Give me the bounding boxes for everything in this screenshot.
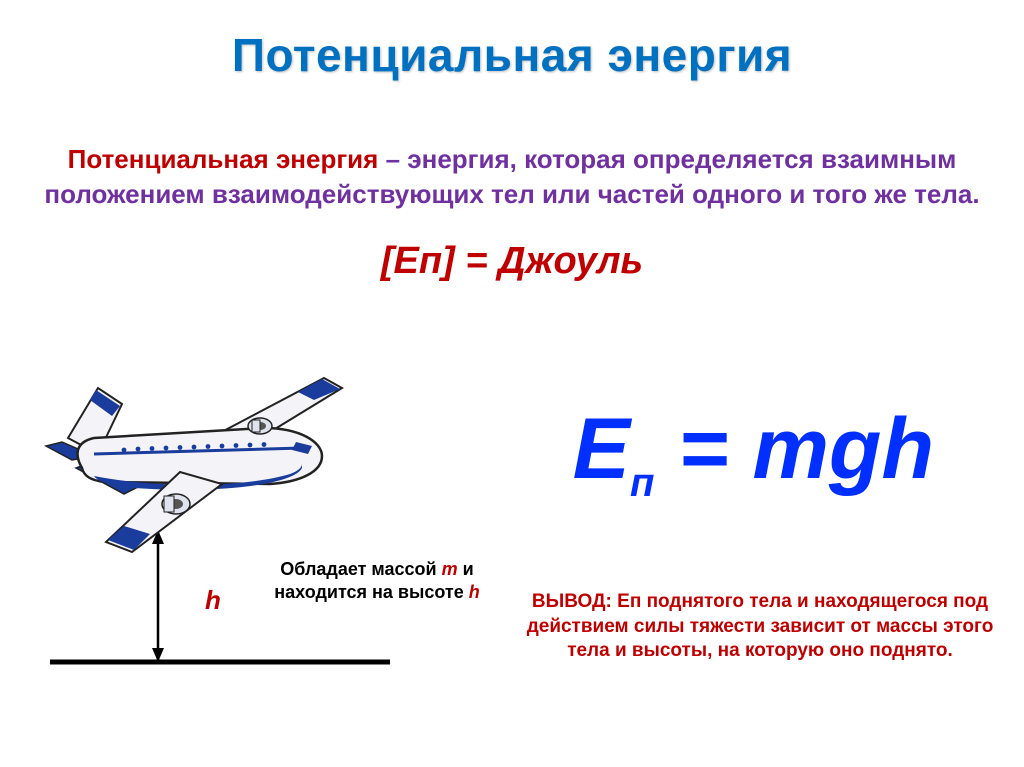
definition-dash: – bbox=[378, 144, 407, 174]
unit-line: [Еп] = Джоуль bbox=[0, 240, 1024, 283]
formula: Еп = mgh bbox=[573, 400, 934, 506]
page-title: Потенциальная энергия bbox=[0, 0, 1024, 82]
mass-h: h bbox=[469, 582, 480, 602]
formula-sub: п bbox=[630, 461, 654, 505]
definition-term: Потенциальная энергия bbox=[68, 144, 379, 174]
mass-caption: Обладает массой m и находится на высоте … bbox=[262, 558, 492, 603]
formula-E: Е bbox=[573, 401, 630, 497]
definition-block: Потенциальная энергия – энергия, которая… bbox=[40, 142, 984, 212]
mass-caption-1: Обладает массой bbox=[280, 559, 441, 579]
airplane-diagram bbox=[40, 370, 400, 670]
formula-rest: = mgh bbox=[654, 401, 934, 497]
conclusion: ВЫВОД: Еп поднятого тела и находящегося … bbox=[520, 590, 1000, 664]
mass-m: m bbox=[442, 559, 458, 579]
height-label: h bbox=[205, 585, 221, 616]
conclusion-lead: ВЫВОД: bbox=[532, 591, 617, 612]
